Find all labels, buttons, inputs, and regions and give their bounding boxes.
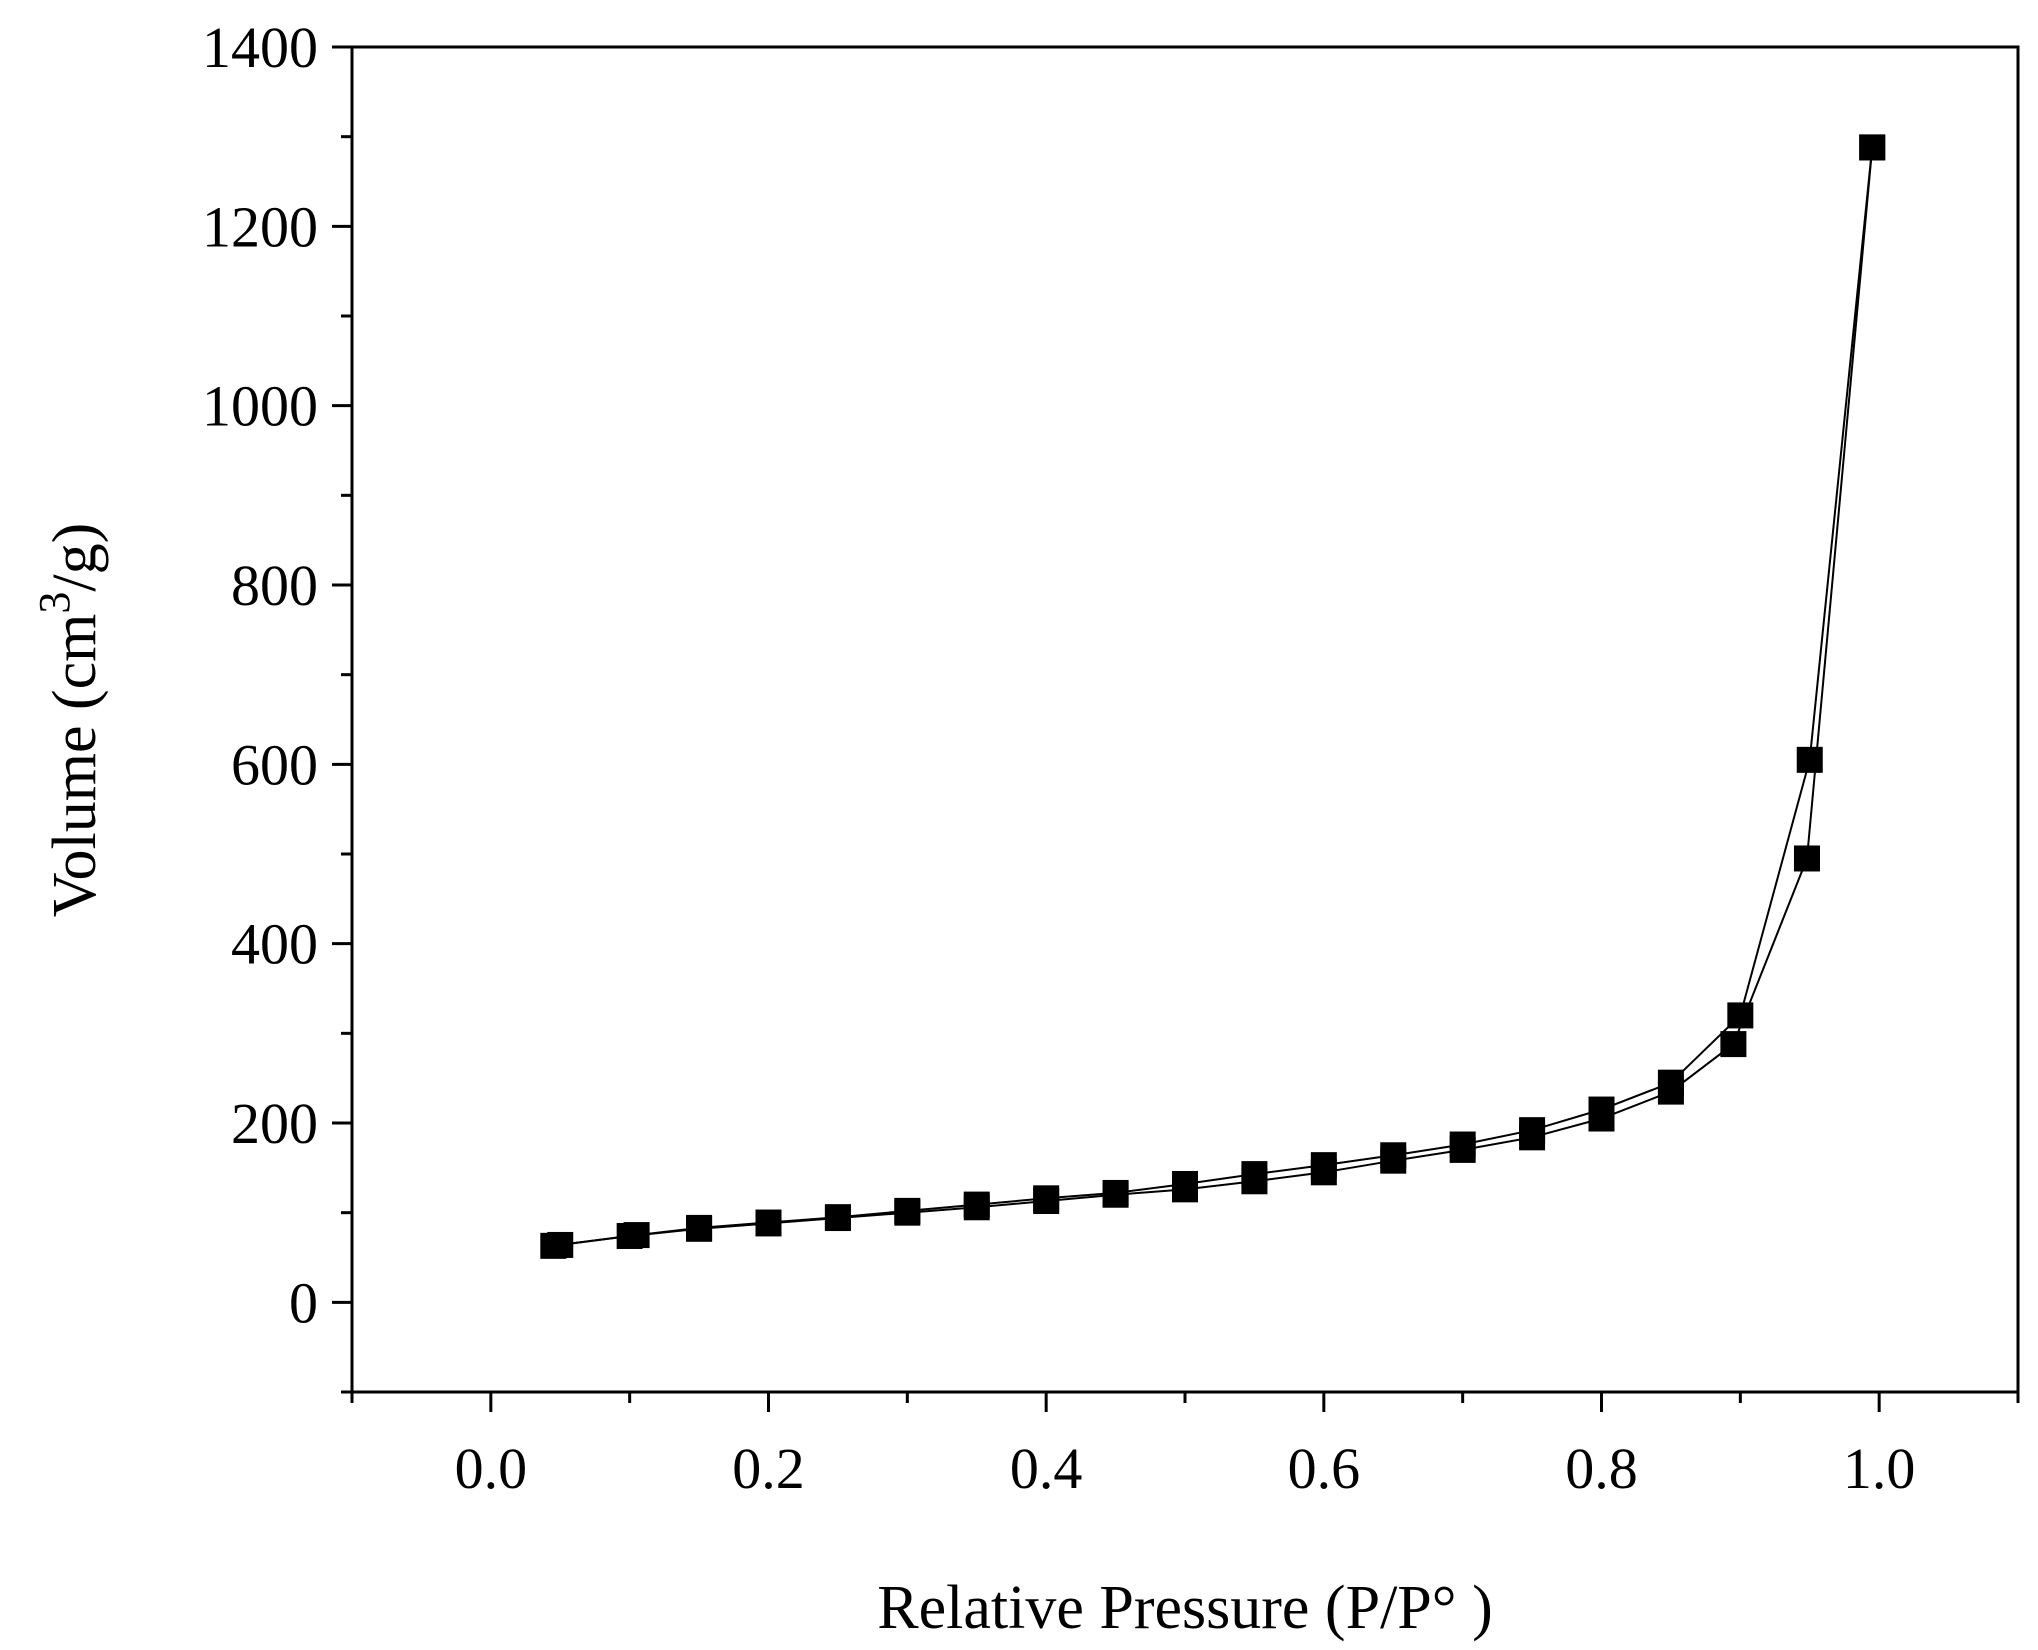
y-tick-label: 1000: [202, 374, 318, 439]
x-tick-label: 1.0: [1843, 1436, 1916, 1501]
adsorption-point: [1793, 845, 1820, 872]
x-tick-label: 0.8: [1565, 1436, 1638, 1501]
desorption-point: [1310, 1152, 1337, 1179]
y-tick-label: 600: [231, 732, 318, 797]
desorption-point: [963, 1191, 990, 1218]
desorption-point: [1102, 1179, 1129, 1206]
desorption-point: [1859, 134, 1886, 161]
desorption-point: [755, 1209, 782, 1236]
desorption-point: [1588, 1096, 1615, 1123]
y-tick-label: 1200: [202, 194, 318, 259]
desorption-point: [686, 1214, 713, 1241]
desorption-point: [1449, 1131, 1476, 1158]
desorption-point: [547, 1231, 574, 1258]
x-tick-labels: 0.0 0.2 0.4 0.6 0.8 1.0: [455, 1436, 1916, 1501]
x-tick-label: 0.4: [1010, 1436, 1083, 1501]
desorption-point: [623, 1222, 650, 1249]
data-series: [540, 134, 1886, 1259]
desorption-point: [1657, 1069, 1684, 1096]
desorption-point: [1380, 1142, 1407, 1169]
desorption-point: [1796, 746, 1823, 773]
x-tick-label: 0.2: [732, 1436, 805, 1501]
y-axis-title: Volume (cm3/g): [30, 523, 109, 918]
y-tick-label: 0: [289, 1270, 318, 1335]
desorption-point: [1727, 1002, 1754, 1029]
y-tick-label: 800: [231, 553, 318, 618]
axis-ticks: [332, 45, 2020, 1412]
desorption-point: [1033, 1185, 1060, 1212]
y-tick-label: 400: [231, 912, 318, 977]
desorption-point: [1519, 1117, 1546, 1144]
y-axis-title-superscript: 3: [30, 592, 79, 614]
adsorption-point: [1720, 1031, 1747, 1058]
desorption-point: [1172, 1170, 1198, 1197]
x-axis-title: Relative Pressure (P/P° ): [877, 1574, 1492, 1642]
x-tick-label: 0.0: [455, 1436, 528, 1501]
y-tick-labels: 0 200 400 600 800 1000 1200 1400: [202, 15, 318, 1335]
x-tick-label: 0.6: [1288, 1436, 1361, 1501]
y-tick-label: 200: [231, 1091, 318, 1156]
desorption-point: [894, 1197, 921, 1224]
y-axis-title-main: Volume (cm: [41, 614, 109, 918]
y-axis-title-tail: /g): [41, 523, 109, 592]
desorption-point: [824, 1204, 851, 1231]
y-tick-label: 1400: [202, 15, 318, 80]
desorption-point: [1241, 1161, 1268, 1188]
